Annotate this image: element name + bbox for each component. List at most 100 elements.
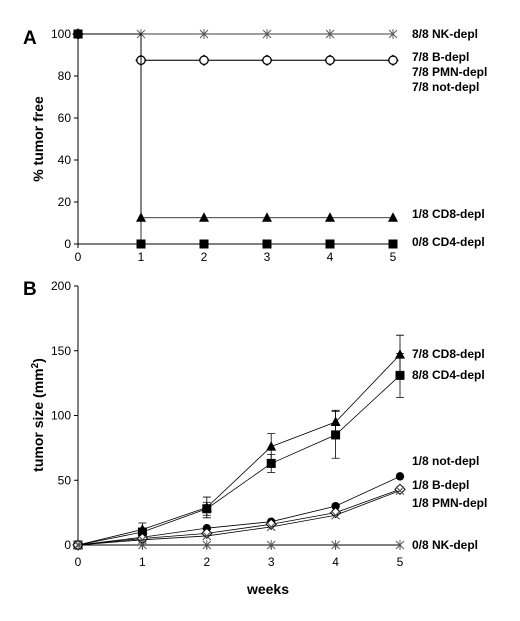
panel-b-letter: B	[23, 279, 37, 300]
panel-b-data-point	[331, 501, 340, 511]
panel-b-data-point	[202, 540, 212, 550]
panel-a-series-line	[78, 33, 393, 61]
panel-a-data-point	[388, 55, 398, 66]
panel-b-series	[72, 334, 406, 551]
panel-a-series-3	[73, 29, 398, 66]
panel-a-series-label: 8/8 NK-depl	[412, 27, 478, 41]
panel-a-x-tick-label: 3	[264, 250, 271, 264]
panel-a-axes: 0 20 40 60 80 100 0 1 2 3 4 5	[51, 27, 397, 264]
panel-a-x-tick-label: 4	[327, 250, 334, 264]
panel-a-data-point	[325, 55, 335, 66]
panel-b-series-label: 0/8 NK-depl	[412, 538, 478, 552]
panel-a-data-point	[262, 212, 272, 222]
panel-a-data-point	[388, 212, 398, 222]
panel-a-series-label: 0/8 CD4-depl	[412, 235, 485, 249]
panel-a-series-2	[78, 33, 393, 61]
panel-b-y-axis-title-sup: 2	[30, 362, 41, 368]
panel-a-series-label: 1/8 CD8-depl	[412, 207, 485, 221]
panel-b-y-tick-label: 100	[51, 409, 71, 423]
panel-a-data-point	[199, 29, 209, 39]
panel-b-series-labels: 7/8 CD8-depl 8/8 CD4-depl 1/8 not-depl 1/8 …	[412, 347, 487, 552]
panel-a-data-point	[325, 239, 335, 249]
panel-a-data-point	[262, 239, 272, 249]
panel-b-data-point	[266, 458, 276, 468]
panel-a-data-point	[262, 55, 272, 66]
panel-b-x-tick-label: 3	[268, 555, 275, 569]
panel-b-data-point	[266, 441, 277, 451]
panel-b-data-point	[394, 483, 406, 496]
panel-b-series-label: 1/8 PMN-depl	[412, 496, 487, 510]
panel-b-data-point	[73, 540, 83, 550]
panel-b-y-axis-title: tumor size (mm2)	[30, 358, 46, 472]
panel-a: A 0 20 40 60 80 100 0 1 2 3 4 5 % tumor free 8/8 NK…	[23, 27, 487, 264]
panel-a-series-line	[78, 33, 393, 245]
panel-a-data-point	[325, 29, 335, 39]
panel-a-y-axis-title: % tumor free	[30, 96, 46, 182]
panel-b-data-point	[331, 540, 340, 550]
panel-a-x-tick-label: 5	[390, 250, 397, 264]
panel-b-data-point	[266, 522, 276, 532]
panel-a-series-4	[73, 28, 398, 222]
panel-a-series-5	[73, 29, 398, 249]
panel-a-letter: A	[23, 28, 37, 49]
panel-b-y-tick-label: 50	[58, 473, 72, 487]
panel-a-y-tick-label: 60	[58, 111, 72, 125]
panel-a-series	[72, 28, 399, 249]
panel-b-series-5	[73, 540, 405, 550]
panel-b-x-axis-title: weeks	[246, 581, 289, 597]
panel-b-series-label: 1/8 not-depl	[412, 454, 479, 468]
panel-a-series-label: 7/8 PMN-depl	[412, 65, 487, 79]
panel-b-data-point	[395, 540, 405, 550]
panel-b-series-line	[77, 490, 401, 546]
panel-b-data-point	[395, 472, 405, 481]
panel-b-data-point	[395, 370, 405, 380]
panel-b-series-3	[72, 483, 406, 551]
panel-a-data-point	[199, 55, 209, 66]
panel-a-data-point	[136, 239, 146, 249]
panel-b-x-tick-label: 1	[139, 555, 146, 569]
panel-b-data-point	[202, 531, 212, 541]
panel-a-x-tick-label: 0	[75, 250, 82, 264]
panel-b-series-line	[77, 488, 401, 546]
panel-a-data-point	[325, 212, 335, 222]
panel-b-x-tick-label: 2	[203, 555, 210, 569]
panel-a-series-line	[78, 33, 393, 61]
panel-b-data-point	[266, 540, 276, 550]
panel-a-y-tick-label: 80	[58, 69, 72, 83]
panel-b-data-point	[138, 540, 147, 550]
panel-a-y-tick-label: 40	[58, 153, 72, 167]
panel-a-data-point	[262, 29, 272, 39]
panel-b-data-point	[331, 510, 340, 520]
panel-b-series-2	[73, 472, 405, 550]
panel-b-axes: 0 50 100 150 200 0 1 2 3 4 5	[51, 279, 404, 569]
panel-b-data-point	[331, 430, 341, 440]
panel-b-data-point	[395, 486, 405, 495]
panel-b-data-point	[329, 506, 342, 519]
panel-a-data-point	[199, 239, 209, 249]
panel-a-y-tick-label: 100	[51, 27, 71, 41]
panel-a-series-label: 7/8 not-depl	[412, 80, 479, 94]
panel-a-series-line	[78, 33, 393, 219]
panel-a-series-1	[72, 28, 399, 66]
panel-a-data-point	[388, 29, 398, 39]
panel-b-data-point	[137, 527, 147, 537]
panel-b-y-axis-title-tail: )	[30, 358, 46, 363]
panel-b-series-1	[73, 352, 405, 550]
panel-a-x-tick-label: 2	[201, 250, 208, 264]
panel-b-data-point	[202, 504, 212, 514]
panel-a-x-tick-label: 1	[138, 250, 145, 264]
panel-b-x-tick-label: 0	[75, 555, 82, 569]
panel-b-series-label: 8/8 CD4-depl	[412, 368, 485, 382]
panel-b-y-axis-title-main: tumor size (mm	[30, 368, 46, 471]
panel-b-series-label: 7/8 CD8-depl	[412, 347, 485, 361]
panel-b-series-line	[77, 354, 401, 546]
panel-a-y-tick-label: 0	[64, 237, 71, 251]
panel-b-y-tick-label: 200	[51, 279, 71, 293]
panel-a-data-point	[388, 239, 398, 249]
panel-b-y-tick-label: 150	[51, 344, 71, 358]
panel-a-series-label: 7/8 B-depl	[412, 50, 469, 64]
panel-b-series-0	[73, 334, 405, 549]
